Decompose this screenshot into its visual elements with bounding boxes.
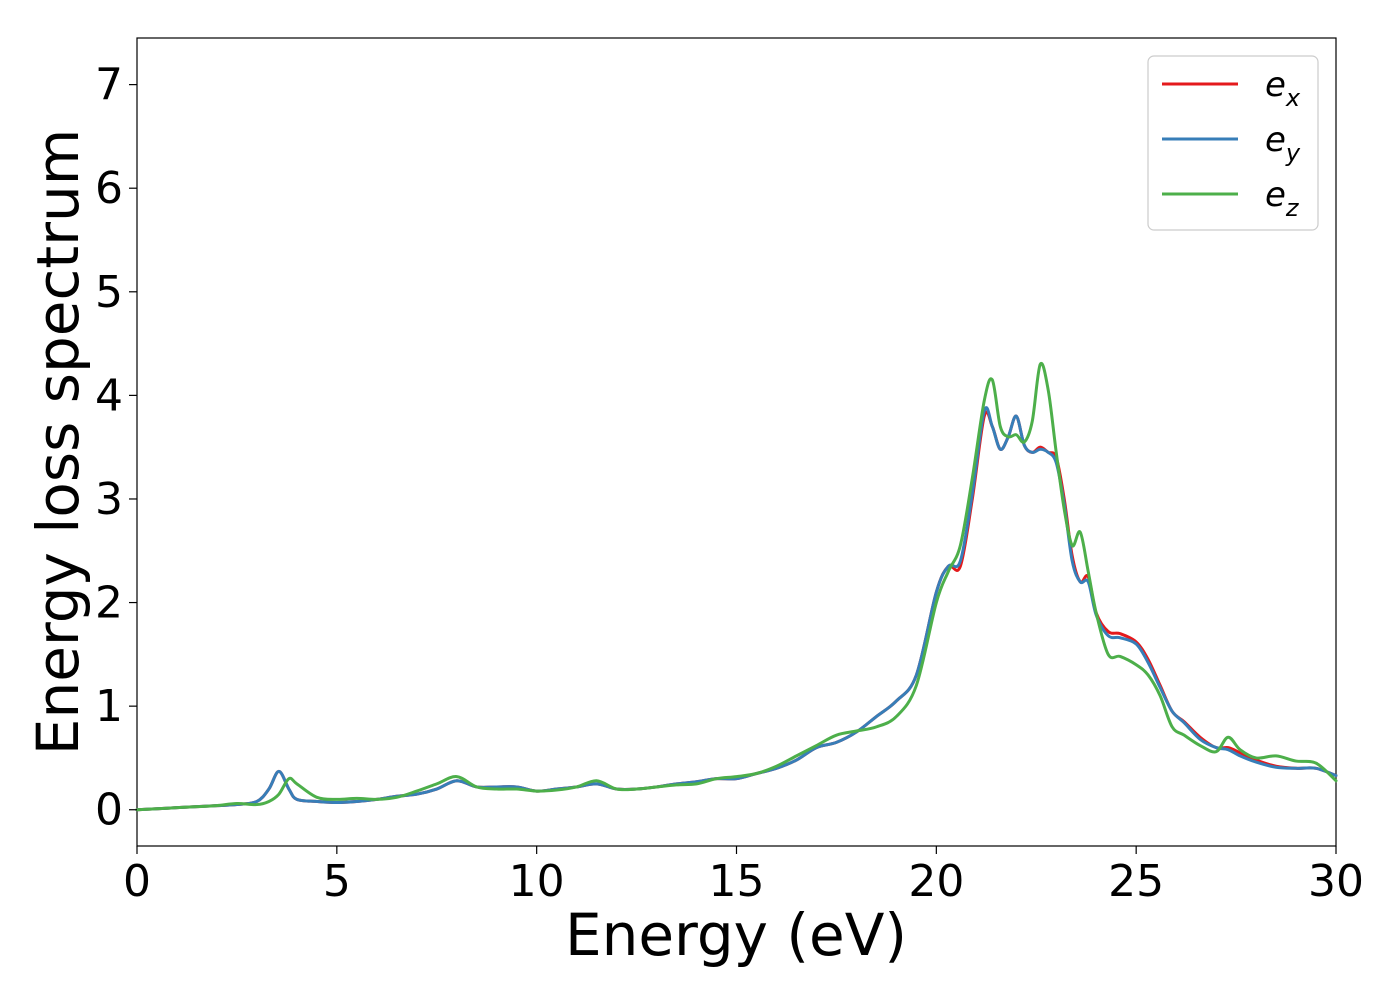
x-axis: 0 5 10 15 20 25 30 xyxy=(123,846,1364,907)
x-tick-label: 30 xyxy=(1308,856,1364,907)
series-line-z xyxy=(135,361,1338,812)
legend-label-x: ex xyxy=(1265,65,1301,112)
y-tick-label: 3 xyxy=(95,474,123,525)
x-tick-label: 25 xyxy=(1108,856,1164,907)
series-layer xyxy=(135,361,1338,812)
y-tick-label: 5 xyxy=(95,267,123,318)
x-tick-label: 10 xyxy=(509,856,565,907)
x-axis-title: Energy (eV) xyxy=(565,901,907,969)
legend: ex ey ez xyxy=(1147,55,1319,231)
y-tick-label: 6 xyxy=(95,163,123,214)
legend-frame xyxy=(1147,55,1319,231)
y-tick-label: 2 xyxy=(95,578,123,629)
y-tick-label: 7 xyxy=(95,60,123,111)
x-tick-label: 15 xyxy=(709,856,765,907)
legend-label-y: ey xyxy=(1265,120,1301,167)
x-tick-label: 0 xyxy=(123,856,151,907)
y-axis: 0 1 2 3 4 5 6 7 xyxy=(95,60,137,836)
y-axis-title: Energy loss spectrum xyxy=(24,129,92,755)
y-tick-label: 0 xyxy=(95,785,123,836)
plot-area xyxy=(136,37,1337,847)
x-tick-label: 5 xyxy=(323,856,351,907)
legend-label-z: ez xyxy=(1265,175,1300,222)
y-tick-label: 4 xyxy=(95,370,123,421)
y-tick-label: 1 xyxy=(95,681,123,732)
x-tick-label: 20 xyxy=(908,856,964,907)
